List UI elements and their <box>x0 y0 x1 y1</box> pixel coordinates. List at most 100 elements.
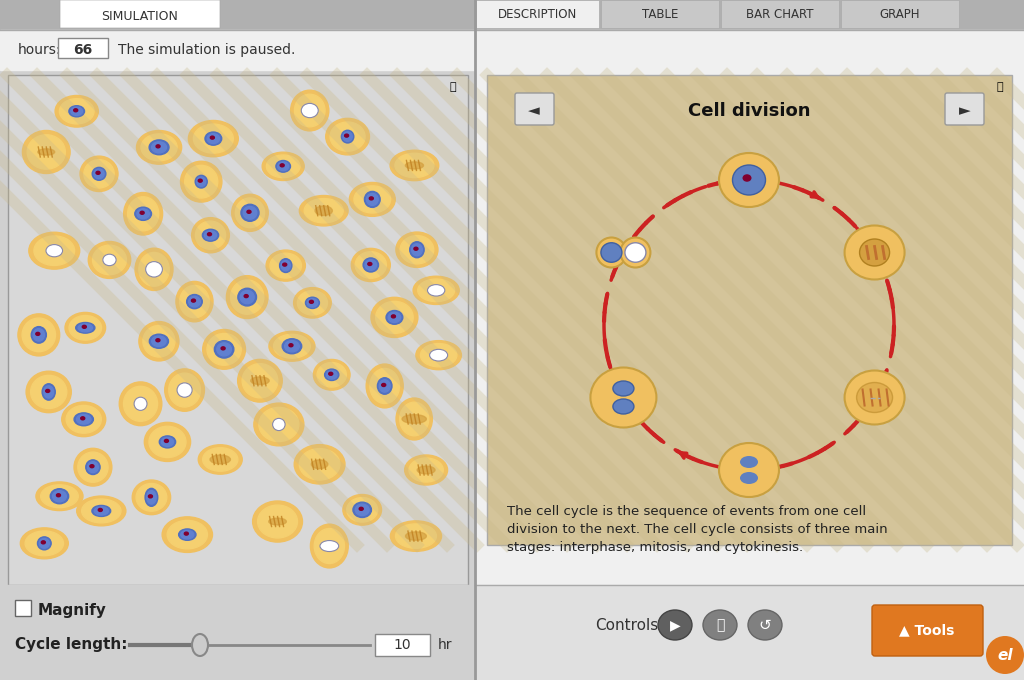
Text: ◄: ◄ <box>528 103 540 118</box>
Ellipse shape <box>315 206 333 216</box>
Ellipse shape <box>181 530 194 539</box>
Ellipse shape <box>148 426 186 458</box>
Ellipse shape <box>46 390 50 392</box>
Ellipse shape <box>262 152 304 180</box>
Ellipse shape <box>88 462 98 473</box>
Ellipse shape <box>167 520 208 549</box>
Ellipse shape <box>238 359 283 402</box>
Text: 📷: 📷 <box>996 82 1004 92</box>
Ellipse shape <box>353 502 372 517</box>
Ellipse shape <box>41 541 45 544</box>
Ellipse shape <box>379 380 390 392</box>
Ellipse shape <box>317 362 346 387</box>
Text: GRAPH: GRAPH <box>880 7 921 20</box>
Ellipse shape <box>859 239 890 266</box>
Text: 66: 66 <box>74 43 92 57</box>
Ellipse shape <box>299 449 340 480</box>
Ellipse shape <box>186 294 203 309</box>
Ellipse shape <box>145 488 158 507</box>
Ellipse shape <box>325 369 339 381</box>
Ellipse shape <box>67 405 101 433</box>
Ellipse shape <box>280 258 292 273</box>
Ellipse shape <box>203 330 246 369</box>
Text: Cycle length:: Cycle length: <box>15 638 128 653</box>
Ellipse shape <box>409 458 443 482</box>
Ellipse shape <box>134 397 147 410</box>
Ellipse shape <box>205 132 222 146</box>
Ellipse shape <box>132 480 171 515</box>
Ellipse shape <box>135 248 173 290</box>
Ellipse shape <box>184 165 218 198</box>
Ellipse shape <box>69 316 101 340</box>
Ellipse shape <box>382 384 386 386</box>
Ellipse shape <box>740 472 758 484</box>
Ellipse shape <box>33 328 44 341</box>
Ellipse shape <box>404 455 447 485</box>
Ellipse shape <box>28 135 66 169</box>
Ellipse shape <box>596 237 627 267</box>
Ellipse shape <box>26 371 72 413</box>
Ellipse shape <box>176 282 213 322</box>
Ellipse shape <box>268 518 287 525</box>
Text: The simulation is paused.: The simulation is paused. <box>118 43 295 57</box>
Ellipse shape <box>92 167 105 180</box>
Ellipse shape <box>314 528 344 564</box>
Ellipse shape <box>282 260 291 271</box>
Ellipse shape <box>427 285 444 296</box>
Ellipse shape <box>613 381 634 396</box>
Ellipse shape <box>210 455 230 464</box>
Ellipse shape <box>601 243 622 262</box>
FancyBboxPatch shape <box>515 93 554 125</box>
Ellipse shape <box>124 386 158 422</box>
Ellipse shape <box>26 531 63 556</box>
Ellipse shape <box>156 339 160 342</box>
Ellipse shape <box>84 160 115 188</box>
Ellipse shape <box>251 377 269 385</box>
Ellipse shape <box>56 494 60 497</box>
Ellipse shape <box>92 505 111 516</box>
Ellipse shape <box>266 155 300 177</box>
Ellipse shape <box>345 134 348 137</box>
Bar <box>0 0 1024 30</box>
Ellipse shape <box>178 529 196 541</box>
Ellipse shape <box>191 218 229 253</box>
Ellipse shape <box>77 496 126 526</box>
Ellipse shape <box>376 301 414 333</box>
Ellipse shape <box>291 90 329 131</box>
Ellipse shape <box>241 290 254 304</box>
Ellipse shape <box>210 136 214 139</box>
Ellipse shape <box>740 456 758 468</box>
Ellipse shape <box>207 134 219 143</box>
Ellipse shape <box>44 386 53 398</box>
Bar <box>58 38 108 58</box>
Ellipse shape <box>136 131 181 164</box>
Ellipse shape <box>283 263 287 266</box>
FancyBboxPatch shape <box>872 605 983 656</box>
Ellipse shape <box>355 252 386 278</box>
Ellipse shape <box>36 333 40 335</box>
Ellipse shape <box>203 229 219 241</box>
Ellipse shape <box>139 252 169 286</box>
Ellipse shape <box>275 160 291 172</box>
Ellipse shape <box>311 460 328 469</box>
Ellipse shape <box>74 448 112 486</box>
Ellipse shape <box>81 417 85 420</box>
Ellipse shape <box>38 149 54 155</box>
Text: BAR CHART: BAR CHART <box>746 7 814 20</box>
Ellipse shape <box>32 326 46 343</box>
Ellipse shape <box>144 422 190 462</box>
Ellipse shape <box>150 140 169 155</box>
Text: ⏸: ⏸ <box>716 618 724 632</box>
Ellipse shape <box>417 466 435 474</box>
Ellipse shape <box>46 245 62 257</box>
Ellipse shape <box>140 211 144 214</box>
FancyBboxPatch shape <box>945 93 984 125</box>
Ellipse shape <box>59 99 94 124</box>
Ellipse shape <box>90 464 94 468</box>
Ellipse shape <box>365 260 377 270</box>
Ellipse shape <box>139 322 179 361</box>
Ellipse shape <box>18 314 59 356</box>
Ellipse shape <box>281 164 285 167</box>
Text: ▲ Tools: ▲ Tools <box>899 623 954 637</box>
Ellipse shape <box>351 248 390 282</box>
